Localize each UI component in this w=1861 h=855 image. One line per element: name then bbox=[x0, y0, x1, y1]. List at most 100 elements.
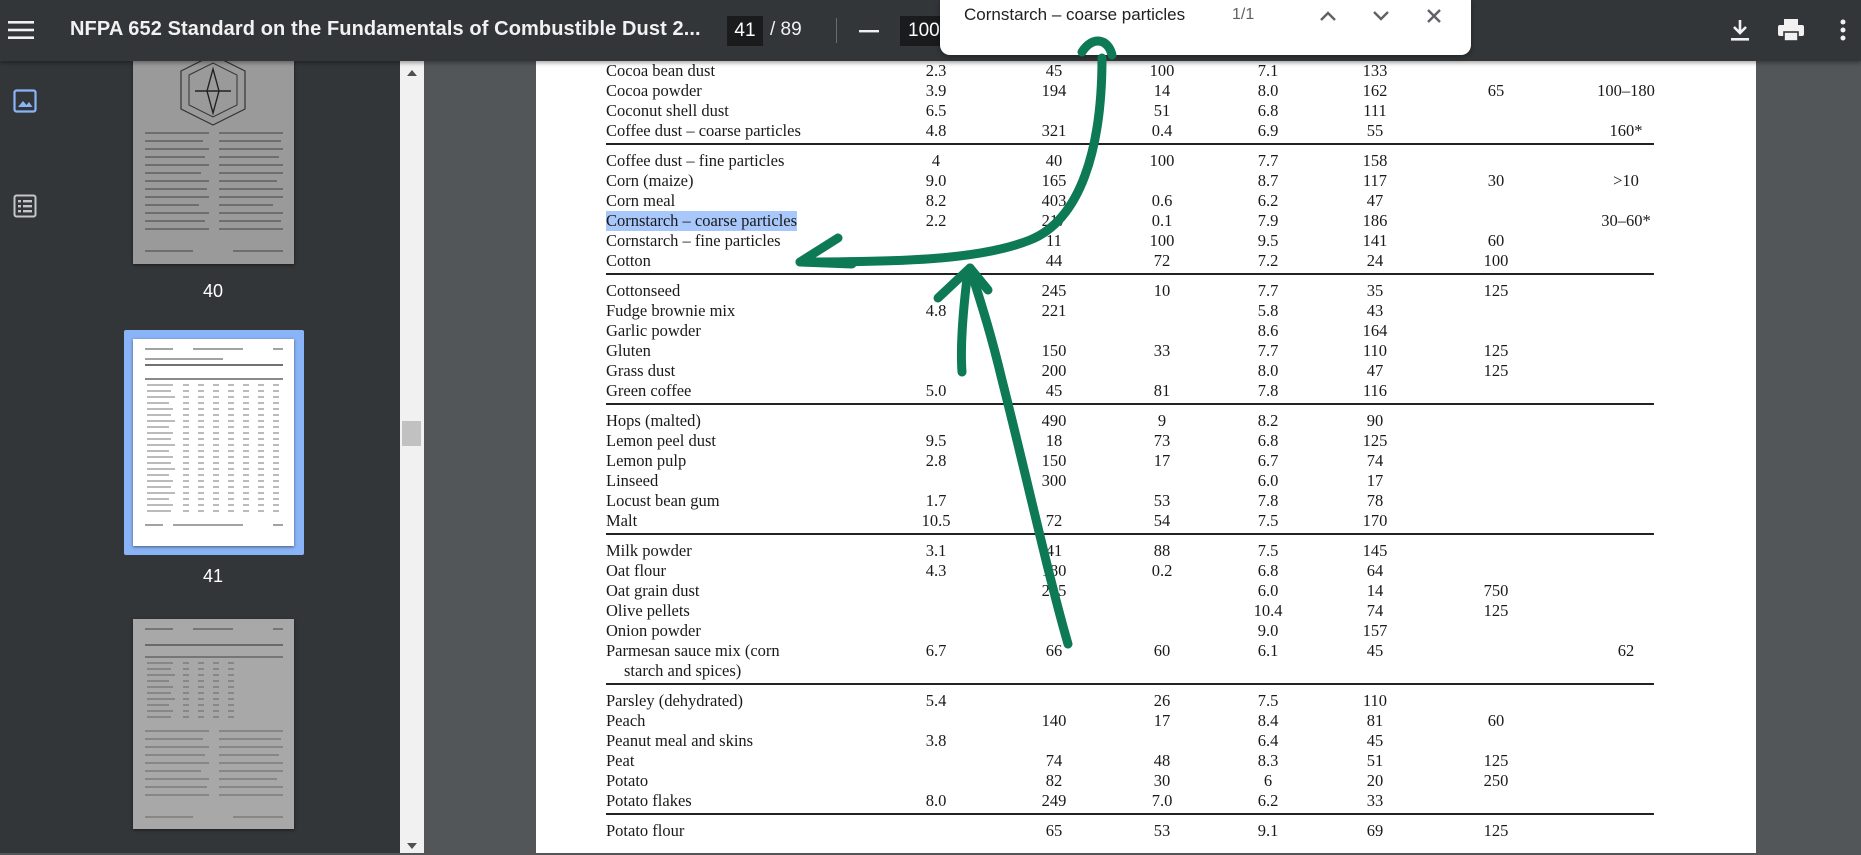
group-divider bbox=[606, 813, 1654, 815]
value-cell: 74 bbox=[1045, 751, 1063, 770]
value-cell: 14 bbox=[1366, 581, 1384, 600]
page-thumbnail[interactable] bbox=[133, 619, 294, 829]
material-name-cell: Locust bean gum bbox=[606, 491, 720, 510]
value-cell: 162 bbox=[1362, 81, 1388, 100]
value-cell: 53 bbox=[1153, 491, 1171, 510]
value-cell: 33 bbox=[1366, 791, 1384, 810]
value-cell: 7.7 bbox=[1257, 341, 1279, 360]
value-cell: 45 bbox=[1366, 731, 1384, 750]
find-input[interactable]: Cornstarch – coarse particles bbox=[964, 5, 1186, 24]
value-cell: 11 bbox=[1046, 231, 1062, 250]
value-cell: 250 bbox=[1483, 771, 1509, 790]
value-cell: 125 bbox=[1483, 281, 1509, 300]
value-cell: 170 bbox=[1362, 511, 1388, 530]
value-cell: 9.5 bbox=[1257, 231, 1279, 250]
download-icon[interactable] bbox=[1722, 12, 1758, 48]
value-cell: 88 bbox=[1153, 541, 1171, 560]
thumbnail-view-icon[interactable] bbox=[10, 86, 40, 116]
value-cell: 157 bbox=[1362, 621, 1388, 640]
outline-view-icon[interactable] bbox=[10, 191, 40, 221]
page-thumbnail-selected[interactable] bbox=[133, 339, 294, 546]
value-cell: 145 bbox=[1362, 541, 1388, 560]
value-cell: 82 bbox=[1045, 771, 1063, 790]
value-cell: 44 bbox=[1045, 251, 1063, 270]
material-name-cell: Coconut shell dust bbox=[606, 101, 729, 120]
material-name-cell: Oat grain dust bbox=[606, 581, 700, 600]
sidebar-icon-column bbox=[0, 61, 50, 853]
material-name-cell: Parsley (dehydrated) bbox=[606, 691, 743, 710]
value-cell: 74 bbox=[1366, 451, 1384, 470]
value-cell: 2.8 bbox=[925, 451, 947, 470]
toolbar-divider bbox=[836, 18, 837, 43]
value-cell: 65 bbox=[1045, 821, 1063, 840]
page-thumbnail[interactable] bbox=[133, 54, 294, 264]
value-cell: 6 bbox=[1263, 771, 1273, 790]
value-cell: 194 bbox=[1041, 81, 1067, 100]
print-icon[interactable] bbox=[1772, 12, 1810, 48]
thumbnail-scrollbar[interactable] bbox=[400, 61, 424, 853]
value-cell: 8.4 bbox=[1257, 711, 1279, 730]
material-name-cell: Potato flakes bbox=[606, 791, 692, 810]
value-cell: 100 bbox=[1149, 61, 1175, 80]
value-cell: 1.7 bbox=[925, 491, 947, 510]
value-cell: 6.0 bbox=[1257, 471, 1279, 490]
material-name-cell: Lemon pulp bbox=[606, 451, 687, 470]
material-name-cell: Garlic powder bbox=[606, 321, 701, 340]
value-cell: 66 bbox=[1045, 641, 1063, 660]
minus-icon[interactable] bbox=[852, 14, 886, 48]
value-cell: 125 bbox=[1483, 361, 1509, 380]
close-icon[interactable] bbox=[1416, 0, 1452, 32]
value-cell: 4.3 bbox=[925, 561, 947, 580]
value-cell: 6.7 bbox=[925, 641, 947, 660]
value-cell: 54 bbox=[1153, 511, 1171, 530]
scroll-up-icon[interactable] bbox=[400, 63, 424, 83]
chevron-up-icon[interactable] bbox=[1310, 0, 1346, 32]
group-divider bbox=[606, 273, 1654, 275]
value-cell: 117 bbox=[1362, 171, 1388, 190]
value-cell: 6.8 bbox=[1257, 101, 1279, 120]
value-cell: 3.1 bbox=[925, 541, 947, 560]
value-cell: 186 bbox=[1362, 211, 1388, 230]
value-cell: 403 bbox=[1041, 191, 1067, 210]
value-cell: 750 bbox=[1483, 581, 1509, 600]
value-cell: 17 bbox=[1153, 711, 1171, 730]
value-cell: 125 bbox=[1362, 431, 1388, 450]
value-cell: 221 bbox=[1041, 301, 1067, 320]
document-viewport[interactable]: Cocoa bean dust 2.3 45 100 7.1 133 Cocoa powde… bbox=[424, 61, 1861, 853]
material-name-cell: Corn (maize) bbox=[606, 171, 694, 190]
scroll-down-icon[interactable] bbox=[400, 841, 424, 855]
value-cell: 5.4 bbox=[925, 691, 947, 710]
value-cell: 8.2 bbox=[1257, 411, 1279, 430]
material-name-cell: Gluten bbox=[606, 341, 651, 360]
chevron-down-icon[interactable] bbox=[1363, 0, 1399, 32]
material-name-cell: Lemon peel dust bbox=[606, 431, 716, 450]
value-cell: 6.2 bbox=[1257, 791, 1279, 810]
thumbnail-content bbox=[145, 628, 283, 818]
value-cell: 295 bbox=[1041, 581, 1067, 600]
value-cell: 125 bbox=[1483, 821, 1509, 840]
page-number-input[interactable] bbox=[727, 16, 763, 46]
value-cell: 200 bbox=[1041, 361, 1067, 380]
value-cell: 321 bbox=[1041, 121, 1067, 140]
zoom-input[interactable]: 100% bbox=[900, 16, 942, 46]
value-cell: 5.0 bbox=[925, 381, 947, 400]
menu-icon[interactable] bbox=[6, 12, 36, 48]
value-cell: 10.5 bbox=[921, 511, 951, 530]
value-cell: 6.1 bbox=[1257, 641, 1279, 660]
value-cell: 43 bbox=[1366, 301, 1384, 320]
value-cell: 6.7 bbox=[1257, 451, 1279, 470]
value-cell: 7.2 bbox=[1257, 251, 1279, 270]
value-cell: 4 bbox=[931, 151, 941, 170]
value-cell: 17 bbox=[1153, 451, 1171, 470]
thumbnail-page-number: 40 bbox=[202, 281, 224, 301]
value-cell: 6.0 bbox=[1257, 581, 1279, 600]
value-cell: 55 bbox=[1366, 121, 1384, 140]
value-cell: 7.9 bbox=[1257, 211, 1279, 230]
value-cell: 7.5 bbox=[1257, 541, 1279, 560]
value-cell: 81 bbox=[1153, 381, 1171, 400]
more-vert-icon[interactable] bbox=[1830, 12, 1856, 48]
value-cell: 7.5 bbox=[1257, 691, 1279, 710]
value-cell: 47 bbox=[1366, 361, 1384, 380]
value-cell: 8.3 bbox=[1257, 751, 1279, 770]
scrollbar-thumb[interactable] bbox=[402, 421, 421, 446]
